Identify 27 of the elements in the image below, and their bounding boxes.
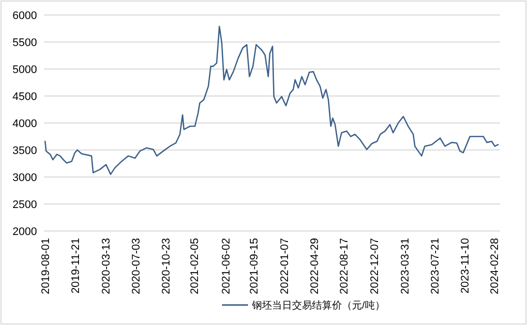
y-tick-label: 4500	[12, 90, 37, 103]
x-tick-label: 2019-11-21	[70, 238, 82, 294]
x-tick-label: 2020-10-23	[160, 238, 173, 294]
y-tick-label: 5000	[12, 64, 37, 76]
legend-label: 钢坯当日交易结算价（元/吨）	[251, 300, 385, 312]
x-tick-label: 2021-02-05	[188, 238, 201, 294]
x-tick-label: 2023-03-31	[399, 238, 412, 294]
x-tick-label: 2022-01-07	[279, 238, 292, 294]
x-tick-label: 2023-11-10	[460, 238, 472, 294]
y-tick-label: 3500	[12, 144, 37, 157]
x-tick-label: 2022-12-07	[368, 238, 381, 294]
y-tick-label: 6000	[12, 10, 37, 22]
y-tick-label: 3000	[12, 172, 37, 184]
y-tick-label: 2000	[12, 226, 37, 238]
x-tick-label: 2020-03-13	[100, 238, 112, 294]
x-tick-label: 2021-06-02	[220, 238, 232, 294]
x-tick-label: 2023-07-21	[429, 238, 442, 294]
x-tick-label: 2021-09-15	[248, 238, 260, 294]
y-tick-label: 5500	[12, 36, 37, 49]
x-tick-label: 2020-07-03	[130, 238, 143, 294]
y-tick-label: 2500	[12, 198, 37, 211]
y-tick-label: 4000	[12, 118, 37, 130]
x-tick-label: 2024-02-28	[489, 238, 502, 294]
line-series	[44, 26, 499, 175]
x-tick-label: 2022-08-17	[338, 238, 351, 294]
x-tick-label: 2022-04-29	[309, 238, 322, 294]
x-tick-label: 2019-08-01	[40, 238, 52, 294]
